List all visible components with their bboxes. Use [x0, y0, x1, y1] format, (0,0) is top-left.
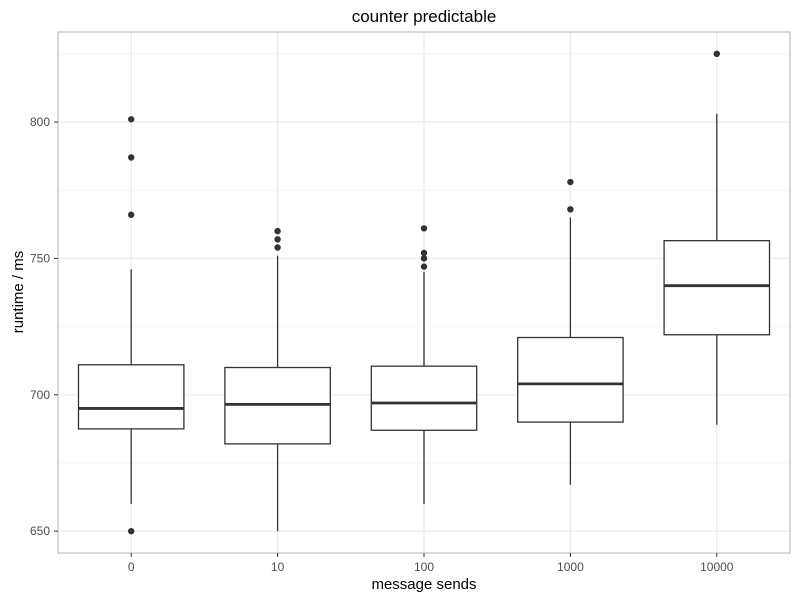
outlier-point	[713, 50, 720, 58]
outlier-point	[274, 236, 281, 243]
box-iqr	[663, 240, 771, 336]
x-tick-label: 10	[271, 560, 285, 574]
box-iqr	[370, 365, 478, 431]
box-10000	[663, 50, 771, 425]
outlier-point	[420, 225, 428, 232]
y-tick-label: 700	[30, 388, 50, 402]
outlier-point	[420, 263, 428, 270]
x-tick-label: 10000	[700, 560, 734, 574]
x-tick-label: 1000	[557, 560, 584, 574]
box-0	[77, 116, 185, 535]
x-axis-title: message sends	[371, 576, 476, 593]
outlier-point	[567, 206, 574, 213]
outlier-point	[274, 227, 281, 235]
x-tick-label: 100	[414, 560, 434, 574]
chart-title: counter predictable	[352, 7, 497, 26]
outlier-point	[420, 255, 428, 262]
x-tick-label: 0	[128, 560, 135, 574]
y-tick-label: 650	[30, 524, 50, 538]
box-100	[370, 225, 478, 504]
outlier-point	[274, 244, 281, 251]
outlier-point	[567, 178, 574, 186]
y-tick-label: 800	[30, 115, 50, 129]
outlier-point	[128, 116, 135, 123]
boxes-group	[77, 50, 771, 535]
outlier-point	[420, 249, 428, 257]
outlier-point	[128, 211, 135, 218]
axis-ticks: 650 700 750 800 0 10 100 1000 10000	[30, 115, 734, 574]
box-iqr	[517, 336, 624, 423]
box-iqr	[77, 364, 185, 430]
outlier-point	[128, 154, 135, 161]
box-10	[224, 227, 331, 532]
outlier-point	[128, 527, 135, 535]
box-1000	[517, 178, 624, 485]
y-tick-label: 750	[30, 251, 50, 265]
y-axis-title: runtime / ms	[10, 251, 27, 334]
